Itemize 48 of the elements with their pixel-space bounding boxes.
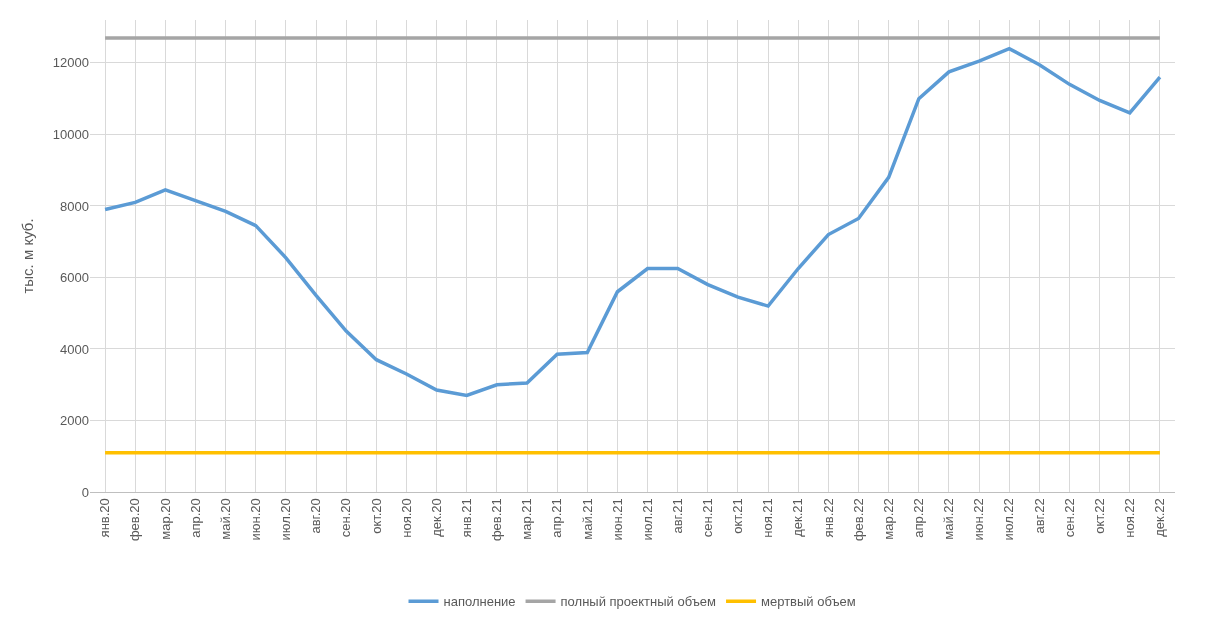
x-tick-label: ноя.20 xyxy=(398,498,414,538)
x-tick-label: сен.20 xyxy=(338,498,354,538)
x-tick-label: июн.21 xyxy=(609,498,625,541)
legend-label: наполнение xyxy=(443,594,516,610)
x-tick-label: мар.20 xyxy=(157,498,173,540)
x-tick-label: сен.21 xyxy=(700,498,716,538)
x-tick-label: дек.22 xyxy=(1152,498,1168,537)
x-tick-label: мар.21 xyxy=(519,498,535,540)
x-tick-label: июл.21 xyxy=(639,498,655,541)
legend-label: мертвый объем xyxy=(761,594,856,610)
x-tick-label: ноя.22 xyxy=(1122,498,1138,538)
line-series xyxy=(103,46,1162,398)
x-tick-label: янв.20 xyxy=(97,498,113,538)
x-tick-label: фев.20 xyxy=(127,498,143,542)
y-tick-label: 6000 xyxy=(60,270,89,285)
x-tick-label: авг.22 xyxy=(1031,498,1047,534)
x-tick-label: фев.21 xyxy=(489,498,505,542)
y-tick-label: 4000 xyxy=(60,341,89,357)
x-tick-label: апр.21 xyxy=(549,498,565,538)
y-tick-label: 2000 xyxy=(60,413,89,429)
x-tick-label: дек.21 xyxy=(790,498,806,537)
x-tick-label: дек.20 xyxy=(428,498,444,537)
x-tick-label: янв.21 xyxy=(458,498,474,538)
x-tick-label: июн.20 xyxy=(247,498,263,541)
x-tick-label: ноя.21 xyxy=(760,498,776,538)
x-tick-label: мар.22 xyxy=(880,498,896,540)
y-axis-title: тыс. м куб. xyxy=(19,218,37,294)
x-tick-label: июл.22 xyxy=(1001,498,1017,541)
x-tick-label: июл.20 xyxy=(278,498,294,541)
x-tick-label: янв.22 xyxy=(820,498,836,538)
x-tick-label: фев.22 xyxy=(850,498,866,542)
x-tick-label: сен.22 xyxy=(1061,498,1077,538)
x-tick-label: окт.21 xyxy=(730,498,746,534)
y-tick-label: 12000 xyxy=(52,55,89,71)
x-tick-label: окт.22 xyxy=(1091,498,1107,534)
x-tick-label: май.21 xyxy=(579,498,595,540)
x-tick-label: июн.22 xyxy=(971,498,987,541)
legend-label: полный проектный объем xyxy=(560,594,717,610)
x-tick-label: авг.21 xyxy=(669,498,685,534)
y-tick-label: 10000 xyxy=(52,126,89,142)
x-tick-label: май.22 xyxy=(941,498,957,540)
x-tick-label: апр.22 xyxy=(911,498,927,538)
x-tick-label: апр.20 xyxy=(187,498,203,538)
x-tick-label: авг.20 xyxy=(308,498,324,534)
y-tick-label: 8000 xyxy=(60,198,89,214)
x-tick-label: май.20 xyxy=(217,498,233,540)
x-tick-label: окт.20 xyxy=(368,498,384,534)
y-tick-label: 0 xyxy=(81,484,89,500)
